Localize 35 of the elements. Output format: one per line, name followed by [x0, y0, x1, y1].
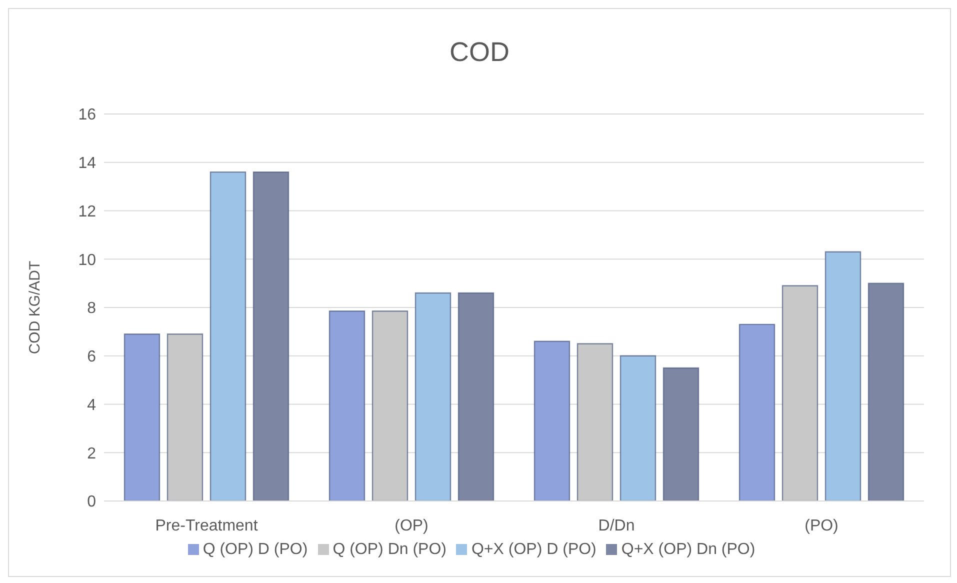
bar [166, 334, 204, 501]
y-tick-label: 6 [87, 348, 96, 366]
bar [414, 292, 452, 501]
chart-title: COD [448, 37, 510, 68]
bar [210, 171, 246, 501]
y-tick-label: 0 [87, 494, 96, 511]
legend-label: Q (OP) D (PO) [202, 541, 308, 558]
x-tick-label: D/Dn [598, 517, 635, 534]
x-tick-label: (OP) [394, 517, 428, 534]
legend-label: Q+X (OP) D (PO) [471, 541, 596, 558]
y-tick-label: 4 [87, 396, 96, 414]
bar [124, 334, 160, 501]
y-tick-label: 8 [87, 300, 96, 318]
bar [868, 282, 904, 501]
legend-label: Q+X (OP) Dn (PO) [621, 541, 756, 558]
legend-label: Q (OP) Dn (PO) [332, 541, 446, 558]
y-tick-label: 16 [78, 106, 96, 124]
bar [372, 310, 408, 501]
x-tick-label: Pre-Treatment [155, 517, 258, 534]
bar [576, 343, 614, 501]
bar [738, 324, 776, 501]
y-tick-label: 10 [78, 252, 96, 269]
bar [252, 171, 290, 501]
bar [328, 310, 366, 501]
bar [782, 285, 818, 501]
bar [534, 340, 570, 501]
bar [458, 292, 494, 501]
bar [662, 367, 700, 501]
y-tick-label: 14 [78, 155, 96, 172]
bar [620, 355, 656, 501]
y-tick-label: 12 [78, 203, 96, 220]
y-axis-title: COD KG/ADT [26, 260, 44, 354]
x-tick-label: (PO) [804, 517, 838, 534]
y-tick-label: 2 [87, 445, 96, 462]
bar [824, 251, 862, 501]
